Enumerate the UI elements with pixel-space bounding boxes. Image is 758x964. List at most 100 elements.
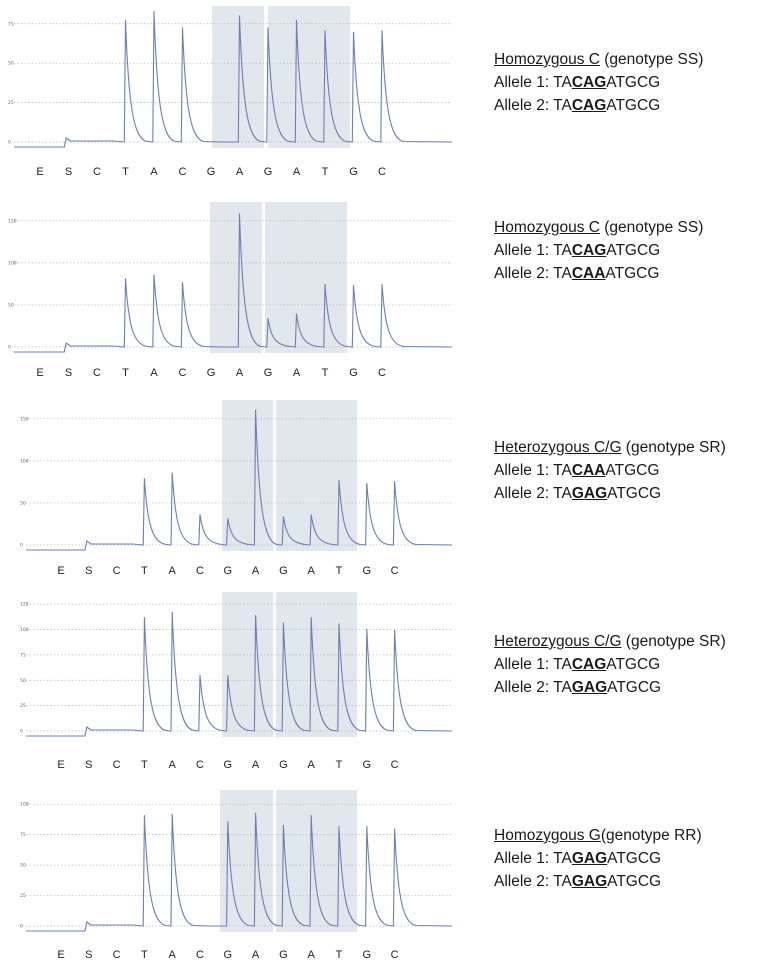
dispensation-label: S [85,949,92,961]
y-tick-label: 0 [20,924,23,930]
dispensation-label: A [308,759,316,771]
allele-codon: CAA [571,462,606,479]
pyrogram-chart: 0 25 50 75 100 125 E S C T A C G A G A T G C [20,592,453,771]
highlight-band [220,790,273,932]
y-tick-label: 50 [8,302,14,308]
y-tick-label: 100 [8,260,17,266]
pyrogram-panel-1: 0 25 50 75 E S C T A C G A G A T G C Homozygous C (genot… [0,0,758,192]
dispensation-label: T [141,565,148,577]
y-tick-label: 0 [20,729,23,735]
pyrogram-trace [26,611,453,737]
genotype-label: (genotype SR) [621,633,726,650]
allele-prefix: Allele 1: TA [494,74,572,91]
dispensation-label: A [308,565,316,577]
dispensation-label: G [363,949,372,961]
dispensation-label: T [122,166,129,178]
allele-prefix: Allele 2: TA [494,485,572,502]
genotype-description: Heterozygous C/G (genotype SR) Allele 1:… [494,436,726,505]
dispensation-label: E [57,759,64,771]
dispensation-label: C [93,166,101,178]
dispensation-label: G [207,166,216,178]
genotype-heading: Homozygous C (genotype SS) [494,48,703,71]
allele-2-sequence: Allele 2: TACAAATGCG [494,262,703,285]
dispensation-label: C [113,565,121,577]
dispensation-label: S [85,759,92,771]
highlight-band [210,202,262,353]
y-tick-label: 100 [20,627,29,633]
y-tick-label: 150 [20,416,29,422]
dispensation-label: C [391,565,399,577]
dispensation-label: G [224,565,233,577]
allele-prefix: Allele 1: TA [494,850,572,867]
dispensation-label: A [252,565,260,577]
genotype-heading: Heterozygous C/G (genotype SR) [494,630,726,653]
genotype-label: (genotype SS) [599,51,704,68]
pyrogram-chart: 0 50 100 150 E S C T A C G A G A T G C [20,400,453,577]
genotype-label: (genotype RR) [600,827,702,844]
pyrogram-trace [26,409,453,551]
allele-suffix: ATGCG [606,74,661,91]
dispensation-label: G [279,759,288,771]
dispensation-label: C [391,759,399,771]
dispensation-label: G [264,166,273,178]
y-tick-label: 100 [20,458,29,464]
dispensation-label: A [252,759,260,771]
allele-suffix: ATGCG [607,873,662,890]
pyrogram-trace [26,812,453,932]
zygosity-label: Homozygous C [494,51,600,68]
dispensation-label: A [236,367,244,379]
allele-2-sequence: Allele 2: TAGAGATGCG [494,870,702,893]
y-tick-label: 25 [8,100,14,106]
y-tick-label: 75 [20,652,26,658]
zygosity-label: Heterozygous C/G [494,439,622,456]
highlight-band [268,6,350,148]
highlight-band [222,400,273,551]
allele-prefix: Allele 2: TA [494,97,572,114]
dispensation-label: C [196,949,204,961]
allele-1-sequence: Allele 1: TACAAATGCG [494,459,726,482]
dispensation-label: S [65,166,72,178]
dispensation-label: C [179,367,187,379]
dispensation-label: T [336,565,343,577]
pyrogram-panel-3: 0 50 100 150 E S C T A C G A G A T G C Heterozygous C/G … [0,396,758,584]
allele-suffix: ATGCG [605,462,660,479]
dispensation-label: C [179,166,187,178]
dispensation-label: T [322,367,329,379]
dispensation-label: C [113,949,121,961]
allele-2-sequence: Allele 2: TAGAGATGCG [494,676,726,699]
dispensation-label: G [349,367,358,379]
pyrogram-panel-2: 0 50 100 150 E S C T A C G A G A T G C Homozygous C (gen… [0,196,758,388]
y-tick-label: 0 [8,345,11,351]
dispensation-label: T [141,949,148,961]
pyrogram-chart: 0 25 50 75 100 E S C T A C G A G A T G C [20,790,453,961]
genotype-description: Homozygous C (genotype SS) Allele 1: TAC… [494,216,703,285]
allele-codon: CAG [571,242,607,259]
genotype-label: (genotype SS) [599,219,704,236]
y-tick-label: 75 [20,832,26,838]
dispensation-label: C [113,759,121,771]
pyrogram-panel-4: 0 25 50 75 100 125 E S C T A C G A G A T G C Heterozygous … [0,588,758,780]
y-tick-label: 50 [20,863,26,869]
allele-1-sequence: Allele 1: TACAGATGCG [494,71,703,94]
dispensation-label: T [122,367,129,379]
allele-prefix: Allele 2: TA [494,265,572,282]
dispensation-label: C [378,166,386,178]
dispensation-label: S [65,367,72,379]
dispensation-label: T [336,759,343,771]
dispensation-label: E [36,166,43,178]
genotype-heading: Heterozygous C/G (genotype SR) [494,436,726,459]
highlight-band [265,202,347,353]
allele-codon: GAG [571,850,608,867]
dispensation-label: G [207,367,216,379]
allele-suffix: ATGCG [607,850,662,867]
dispensation-label: E [57,565,64,577]
dispensation-label: C [93,367,101,379]
dispensation-label: A [150,367,158,379]
allele-suffix: ATGCG [607,485,662,502]
y-tick-label: 150 [8,218,17,224]
dispensation-label: G [224,759,233,771]
dispensation-label: A [252,949,260,961]
dispensation-label: A [150,166,158,178]
dispensation-label: T [141,759,148,771]
allele-codon: GAG [571,873,608,890]
